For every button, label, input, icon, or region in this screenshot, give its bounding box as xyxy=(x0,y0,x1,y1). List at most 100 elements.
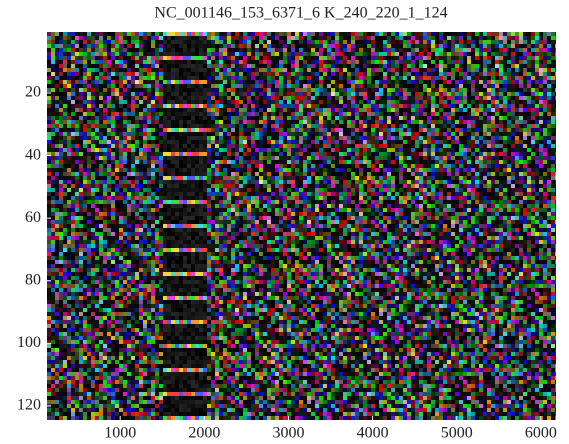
pixel xyxy=(403,88,407,92)
pixel xyxy=(391,176,395,180)
pixel xyxy=(551,168,555,172)
pixel xyxy=(535,108,539,112)
pixel xyxy=(59,132,63,136)
pixel xyxy=(531,96,535,100)
pixel xyxy=(207,36,211,40)
pixel xyxy=(243,156,247,160)
pixel xyxy=(291,172,295,176)
pixel xyxy=(275,52,279,56)
pixel xyxy=(419,148,423,152)
pixel xyxy=(59,124,63,128)
pixel xyxy=(519,96,523,100)
pixel xyxy=(323,168,327,172)
pixel xyxy=(91,124,95,128)
pixel xyxy=(263,96,267,100)
pixel xyxy=(127,104,131,108)
pixel xyxy=(339,60,343,64)
pixel xyxy=(239,120,243,124)
pixel xyxy=(207,44,211,48)
pixel xyxy=(247,68,251,72)
pixel xyxy=(439,84,443,88)
pixel xyxy=(79,80,83,84)
pixel xyxy=(539,44,543,48)
pixel xyxy=(467,32,471,36)
pixel xyxy=(447,184,451,188)
pixel xyxy=(367,112,371,116)
pixel xyxy=(203,160,207,164)
pixel xyxy=(547,84,551,88)
pixel xyxy=(539,144,543,148)
pixel xyxy=(319,76,323,80)
pixel xyxy=(503,144,507,148)
pixel xyxy=(247,60,251,64)
pixel xyxy=(103,92,107,96)
pixel xyxy=(531,88,535,92)
pixel xyxy=(203,60,207,64)
pixel xyxy=(475,56,479,60)
pixel xyxy=(107,160,111,164)
pixel xyxy=(103,84,107,88)
pixel xyxy=(207,156,211,160)
pixel xyxy=(59,156,63,160)
pixel xyxy=(95,144,99,148)
pixel xyxy=(383,172,387,176)
pixel xyxy=(87,44,91,48)
pixel xyxy=(403,168,407,172)
pixel xyxy=(135,144,139,148)
pixel xyxy=(539,160,543,164)
pixel xyxy=(151,136,155,140)
pixel xyxy=(187,64,191,68)
pixel xyxy=(527,112,531,116)
pixel xyxy=(103,88,107,92)
pixel xyxy=(219,128,223,132)
pixel xyxy=(307,84,311,88)
pixel xyxy=(223,140,227,144)
pixel xyxy=(507,64,511,68)
pixel xyxy=(235,172,239,176)
pixel xyxy=(115,68,119,72)
pixel xyxy=(527,36,531,40)
pixel xyxy=(75,172,79,176)
pixel xyxy=(511,144,515,148)
pixel xyxy=(327,156,331,160)
pixel xyxy=(295,160,299,164)
pixel xyxy=(515,128,519,132)
pixel xyxy=(523,144,527,148)
pixel xyxy=(307,132,311,136)
pixel xyxy=(227,152,231,156)
pixel xyxy=(399,120,403,124)
pixel xyxy=(275,168,279,172)
pixel xyxy=(59,168,63,172)
pixel xyxy=(459,56,463,60)
pixel xyxy=(171,104,175,108)
pixel xyxy=(99,160,103,164)
pixel xyxy=(271,80,275,84)
pixel xyxy=(511,48,515,52)
pixel xyxy=(71,156,75,160)
pixel xyxy=(423,168,427,172)
pixel xyxy=(307,68,311,72)
pixel xyxy=(375,84,379,88)
pixel xyxy=(307,124,311,128)
pixel xyxy=(51,172,55,176)
pixel xyxy=(379,128,383,132)
pixel xyxy=(183,160,187,164)
pixel xyxy=(275,76,279,80)
pixel xyxy=(55,72,59,76)
pixel xyxy=(263,124,267,128)
pixel xyxy=(551,108,555,112)
pixel xyxy=(147,80,151,84)
pixel xyxy=(439,92,443,96)
pixel xyxy=(163,184,167,188)
pixel xyxy=(131,108,135,112)
pixel xyxy=(387,152,391,156)
pixel xyxy=(459,144,463,148)
pixel xyxy=(243,72,247,76)
pixel xyxy=(491,44,495,48)
pixel xyxy=(543,68,547,72)
pixel xyxy=(343,136,347,140)
pixel xyxy=(247,140,251,144)
pixel xyxy=(283,164,287,168)
pixel xyxy=(435,116,439,120)
pixel xyxy=(483,60,487,64)
